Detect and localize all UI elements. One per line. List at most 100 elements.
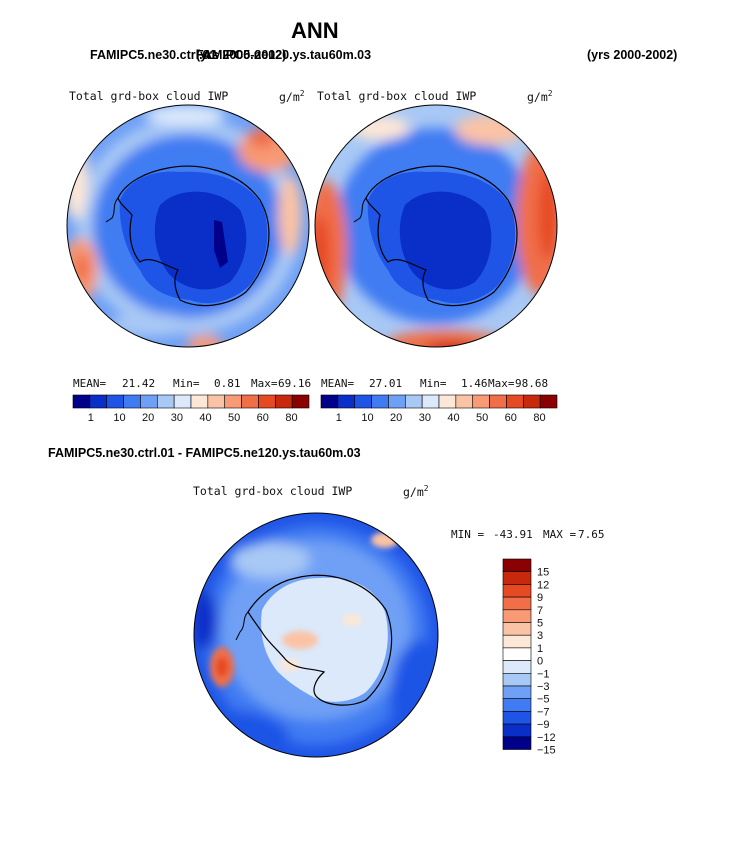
panel3-max-label: MAX = bbox=[543, 528, 577, 541]
panel3-units: g/m2 bbox=[403, 484, 429, 499]
panel2-colorbar-swatch bbox=[522, 394, 541, 409]
panel3-title: Total grd-box cloud IWP bbox=[193, 484, 353, 498]
panel2-title: Total grd-box cloud IWP bbox=[317, 89, 477, 103]
panel3-colorbar-tick-label: −5 bbox=[537, 694, 550, 706]
panel3-colorbar-tick-label: 5 bbox=[537, 618, 543, 630]
panel2-colorbar-swatch bbox=[371, 394, 389, 409]
panel2-min-label: Min= bbox=[420, 377, 447, 390]
panel2-colorbar-tick-label: 60 bbox=[505, 412, 517, 424]
panel3-colorbar-tick-label: 1 bbox=[537, 643, 543, 655]
panel1-title: Total grd-box cloud IWP bbox=[69, 89, 229, 103]
panel3-colorbar-tick-label: 7 bbox=[537, 605, 543, 617]
panel2-colorbar-swatch bbox=[472, 394, 490, 409]
panel1-colorbar-tick-label: 20 bbox=[142, 412, 154, 424]
panel1-colorbar-swatch bbox=[190, 394, 209, 409]
panel1-colorbar-tick-label: 1 bbox=[88, 412, 94, 424]
panel3-colorbar-swatch bbox=[502, 609, 532, 623]
panel1-min-value: 0.81 bbox=[214, 377, 241, 390]
panel3-colorbar-swatch bbox=[502, 698, 532, 712]
panel3-colorbar-tick-label: −3 bbox=[537, 681, 550, 693]
panel3-colorbar-swatch bbox=[502, 596, 532, 611]
diff-header: FAMIPC5.ne30.ctrl.01 - FAMIPC5.ne120.ys.… bbox=[48, 446, 361, 460]
panel1-units: g/m2 bbox=[279, 89, 305, 104]
panel1-colorbar-tick-label: 40 bbox=[199, 412, 211, 424]
panel3-colorbar-tick-label: −1 bbox=[537, 668, 550, 680]
panel1-colorbar-swatch bbox=[274, 394, 293, 409]
panel1-colorbar-swatch bbox=[207, 394, 226, 409]
case-right-header: FAMIPC5.ne120.ys.tau60m.03 bbox=[196, 48, 372, 62]
panel3-colorbar-swatch bbox=[502, 711, 532, 725]
panel2-colorbar-swatch bbox=[388, 394, 406, 409]
panel2-colorbar-swatch bbox=[506, 394, 524, 409]
panel1-colorbar-tick-label: 50 bbox=[228, 412, 240, 424]
panel3-colorbar-tick-label: 9 bbox=[537, 592, 543, 604]
panel3-colorbar-swatch bbox=[502, 736, 532, 750]
panel2-min-value: 1.46 bbox=[461, 377, 488, 390]
panel2-colorbar-swatch bbox=[337, 394, 356, 409]
panel1-colorbar-swatch bbox=[140, 394, 158, 409]
panel2-colorbar-swatch bbox=[539, 394, 558, 409]
panel2-colorbar: 1 10 20 30 40 50 60 80 bbox=[320, 394, 558, 424]
panel3-colorbar-swatch bbox=[502, 685, 532, 699]
panel2-colorbar-tick-label: 1 bbox=[336, 412, 342, 424]
panel1-colorbar-swatch bbox=[156, 394, 175, 409]
panel2-max-value: 98.68 bbox=[515, 377, 549, 390]
panel1-colorbar-swatch bbox=[106, 394, 124, 409]
panel1-colorbar-swatch bbox=[173, 394, 192, 409]
panel3-colorbar-tick-label: −7 bbox=[537, 706, 550, 718]
panel3-colorbar-tick-label: 0 bbox=[537, 656, 543, 668]
panel1-mean-label: MEAN= bbox=[73, 377, 107, 390]
panel1-colorbar-swatch bbox=[291, 394, 310, 409]
panel2-colorbar-tick-label: 10 bbox=[361, 412, 373, 424]
panel2-colorbar-tick-label: 20 bbox=[390, 412, 402, 424]
panel3-colorbar-swatch bbox=[502, 672, 532, 687]
panel3-min-label: MIN = bbox=[451, 528, 485, 541]
panel3-colorbar-swatch bbox=[502, 660, 532, 674]
panel3-colorbar-tick-label: 12 bbox=[537, 579, 549, 591]
years-left-header: (yrs 2000-2002) bbox=[196, 48, 287, 62]
panel2-max-label: Max= bbox=[488, 377, 515, 390]
panel3-colorbar-tick-label: −12 bbox=[537, 732, 556, 744]
panel2-colorbar-tick-label: 80 bbox=[533, 412, 545, 424]
case-left-header: FAMIPC5.ne30.ctrl.01 bbox=[90, 48, 217, 62]
panel3-min-value: -43.91 bbox=[493, 528, 533, 541]
panel2-colorbar-tick-label: 30 bbox=[419, 412, 431, 424]
panel2-colorbar-swatch bbox=[489, 394, 507, 409]
panel1-max-label: Max= bbox=[251, 377, 278, 390]
panel3-colorbar-tick-label: −15 bbox=[537, 745, 556, 757]
panel2-colorbar-tick-label: 40 bbox=[447, 412, 459, 424]
panel1-colorbar-swatch bbox=[123, 394, 141, 409]
panel2-mean-label: MEAN= bbox=[321, 377, 355, 390]
panel1-colorbar-swatch bbox=[72, 394, 91, 409]
panel2-map bbox=[314, 104, 558, 348]
panel1-colorbar-tick-label: 80 bbox=[285, 412, 297, 424]
panel1-colorbar-swatch bbox=[89, 394, 108, 409]
panel3-colorbar-tick-label: 3 bbox=[537, 630, 543, 642]
panel2-colorbar-tick-label: 50 bbox=[476, 412, 488, 424]
panel3-colorbar-swatch bbox=[502, 622, 532, 636]
panel3-colorbar-swatch bbox=[502, 634, 532, 649]
panel3-max-value: 7.65 bbox=[578, 528, 605, 541]
panel1-colorbar-tick-label: 30 bbox=[171, 412, 183, 424]
panel1-colorbar-swatch bbox=[224, 394, 242, 409]
panel3-colorbar-swatch bbox=[502, 558, 532, 572]
panel3-colorbar-swatch bbox=[502, 571, 532, 585]
panel1-map bbox=[66, 104, 310, 348]
panel1-colorbar-swatch bbox=[241, 394, 259, 409]
panel1-max-value: 69.16 bbox=[278, 377, 312, 390]
panel1-min-label: Min= bbox=[173, 377, 200, 390]
panel2-colorbar-swatch bbox=[320, 394, 339, 409]
panel2-colorbar-swatch bbox=[404, 394, 423, 409]
panel1-colorbar-swatch bbox=[258, 394, 276, 409]
panel3-colorbar-swatch bbox=[502, 584, 532, 598]
panel3-colorbar-tick-label: −9 bbox=[537, 719, 550, 731]
panel2-colorbar-swatch bbox=[354, 394, 372, 409]
panel1-mean-value: 21.42 bbox=[122, 377, 156, 390]
panel3-map bbox=[193, 512, 439, 758]
panel2-colorbar-swatch bbox=[455, 394, 474, 409]
panel3-colorbar-tick-label: 15 bbox=[537, 567, 549, 579]
panel2-mean-value: 27.01 bbox=[369, 377, 403, 390]
panel2-colorbar-swatch bbox=[421, 394, 440, 409]
figure-title: ANN bbox=[291, 18, 339, 43]
